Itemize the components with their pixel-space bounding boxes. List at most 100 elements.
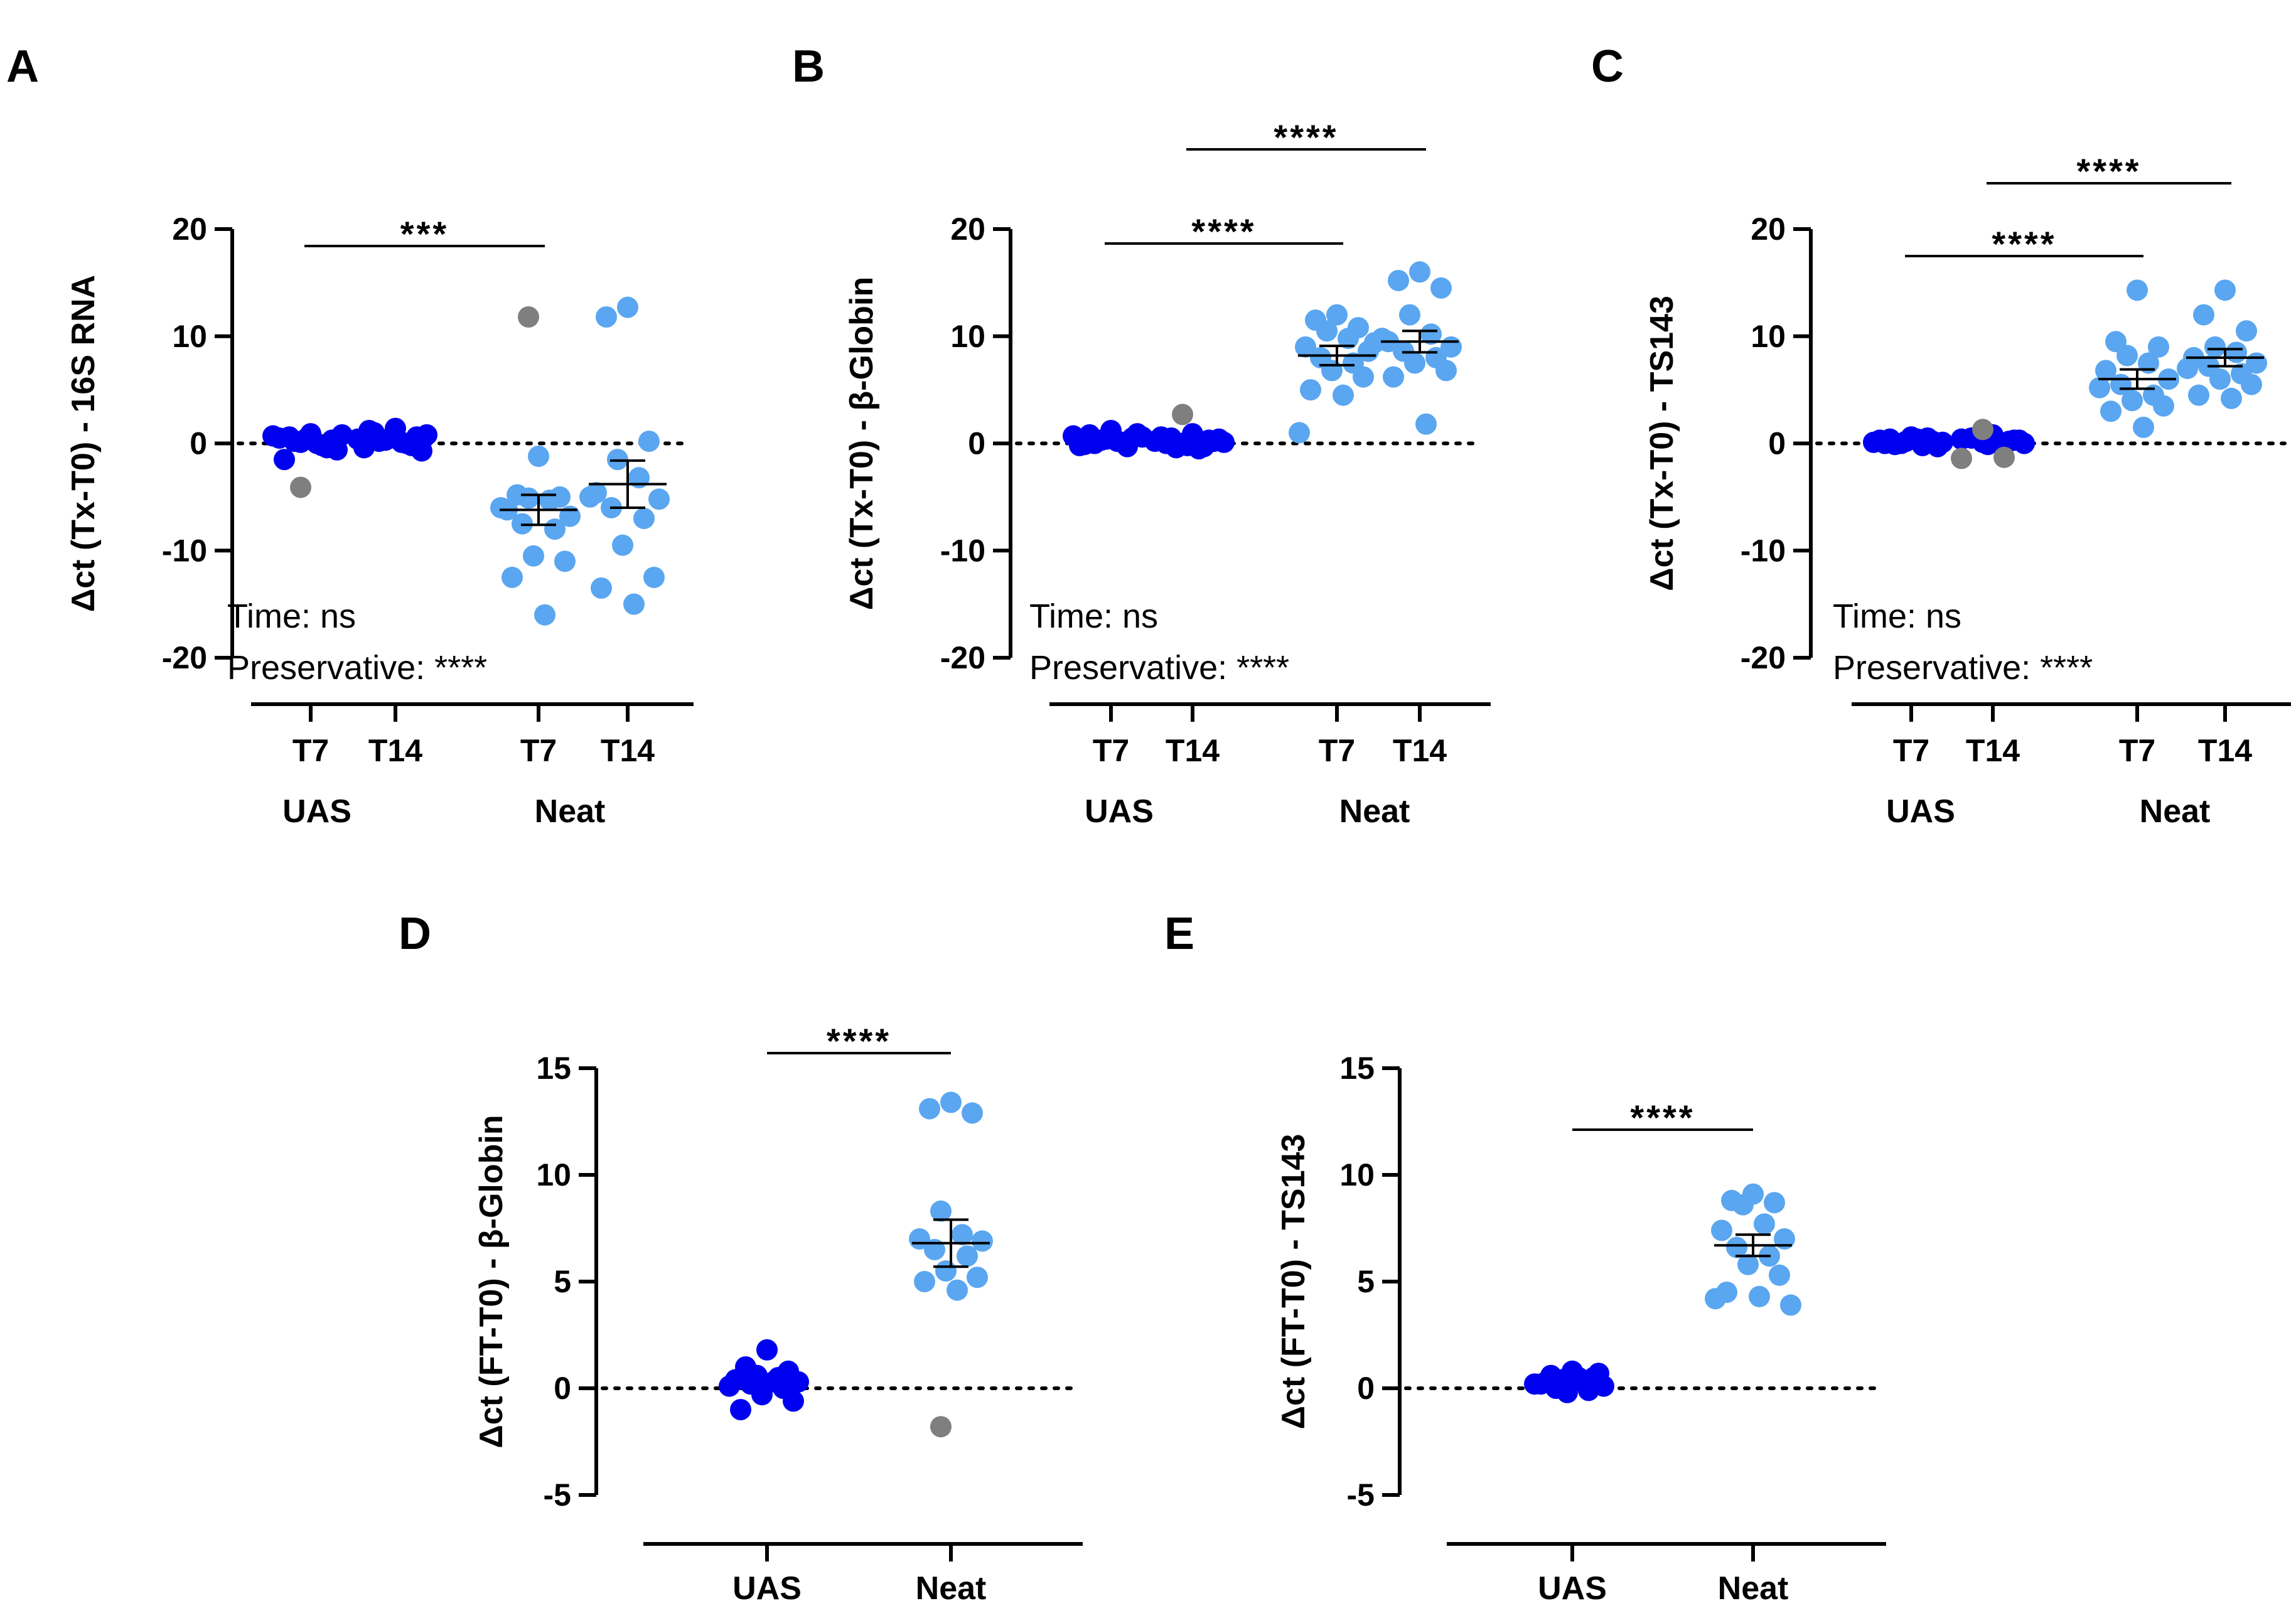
data-point [2193, 304, 2214, 326]
panel-b: B 20 10 0 -10 -20 Δct (Tx-T0) - β-Globin T7 T14 U… [792, 41, 1491, 830]
data-point [1557, 1381, 1578, 1403]
data-point [1399, 304, 1420, 326]
data-point [1705, 1288, 1726, 1310]
y-tick-label: 5 [1357, 1264, 1375, 1299]
data-point [2133, 416, 2154, 438]
y-axis-title: Δct (Tx-T0) - 16S RNA [65, 275, 102, 612]
y-tick-label: 20 [172, 212, 207, 247]
data-point [930, 1200, 952, 1222]
data-point [2177, 357, 2198, 379]
data-point [1063, 425, 1084, 447]
data-point [1321, 360, 1343, 382]
x-category-label: T14 [1966, 733, 2020, 768]
data-point [2209, 368, 2231, 390]
x-category-label: T7 [520, 733, 557, 768]
data-point [2188, 384, 2209, 406]
data-point [783, 1390, 804, 1412]
y-axis-title: Δct (FT-T0) - β-Globin [473, 1115, 510, 1448]
x-category-label: T14 [1393, 733, 1447, 768]
y-tick-label: 0 [554, 1371, 571, 1406]
y-tick-label: -5 [544, 1477, 571, 1513]
data-point [967, 1267, 988, 1288]
data-point [1127, 423, 1148, 445]
panel-letter: E [1164, 909, 1194, 959]
data-point [528, 445, 549, 467]
data-point [1383, 366, 1404, 388]
data-point [2089, 377, 2110, 399]
data-point [1295, 336, 1316, 358]
data-point [1333, 384, 1354, 406]
annotation-time: Time: ns [227, 597, 356, 635]
data-point [1769, 1264, 1790, 1286]
data-point [919, 1098, 940, 1120]
data-point [1524, 1373, 1545, 1395]
outlier-point [290, 476, 311, 498]
panel-letter: D [399, 909, 431, 959]
data-point [1588, 1363, 1609, 1385]
data-point [502, 566, 523, 588]
x-group-label: Neat [1339, 793, 1410, 830]
data-point [1353, 366, 1374, 388]
annotation-preservative: Preservative: **** [1029, 649, 1289, 687]
x-category-label: T7 [1093, 733, 1129, 768]
data-point [1316, 320, 1338, 342]
data-point [643, 566, 665, 588]
data-point [554, 550, 576, 572]
data-point [591, 577, 612, 599]
x-group-label: UAS [732, 1570, 802, 1607]
data-point [416, 424, 437, 446]
data-point [1404, 352, 1425, 374]
y-tick-label: 10 [536, 1157, 571, 1192]
data-point [940, 1091, 962, 1113]
data-point [2148, 336, 2169, 358]
data-point [763, 1371, 784, 1393]
significance-label: **** [1992, 224, 2056, 264]
data-point [579, 486, 601, 508]
data-point [2095, 360, 2116, 382]
data-point [957, 1245, 978, 1267]
series-neat-t7 [490, 306, 581, 626]
y-tick-label: 0 [1357, 1371, 1375, 1406]
y-tick-label: 0 [1768, 426, 1786, 461]
data-point [623, 593, 645, 615]
y-tick-label: 0 [968, 426, 985, 461]
x-group-label: Neat [2140, 793, 2211, 830]
data-point [1420, 323, 1442, 345]
series-uas-t7 [262, 423, 353, 498]
y-tick-label: 10 [950, 319, 985, 354]
series-neat-t7 [2089, 279, 2179, 438]
significance-label: **** [2076, 151, 2141, 191]
data-point [756, 1339, 778, 1361]
x-group-label: UAS [1886, 793, 1955, 830]
data-point [1754, 1213, 1775, 1235]
y-tick-label: -20 [1741, 640, 1786, 675]
y-tick-label: -5 [1347, 1477, 1375, 1513]
data-point [1907, 428, 1928, 450]
series-uas-t7 [1063, 420, 1153, 458]
x-category-label: T14 [2198, 733, 2252, 768]
y-tick-label: 15 [536, 1051, 571, 1086]
data-point [1371, 328, 1393, 350]
series-neat-t14 [2177, 279, 2267, 409]
data-point [490, 496, 512, 518]
annotation-preservative: Preservative: **** [1833, 649, 2093, 687]
y-tick-label: -20 [940, 640, 985, 675]
data-point [952, 1224, 973, 1246]
data-point [306, 432, 328, 454]
data-point [1435, 360, 1457, 382]
y-axis-title: Δct (Tx-T0) - β-Globin [844, 277, 880, 610]
series-neat [1705, 1183, 1801, 1316]
series-uas [719, 1339, 809, 1420]
data-point [719, 1375, 740, 1397]
y-tick-label: -20 [162, 640, 207, 675]
data-point [914, 1271, 935, 1292]
panel-e: E 15 10 5 0 -5 Δct (FT-T0) - TS143 UAS Neat **** [1164, 909, 1886, 1607]
y-tick-label: -10 [940, 533, 985, 568]
x-group-label: UAS [1538, 1570, 1607, 1607]
data-point [518, 487, 539, 509]
data-point [935, 1260, 957, 1282]
annotation-preservative: Preservative: **** [227, 649, 487, 687]
data-point [1568, 1367, 1589, 1388]
annotation-time: Time: ns [1029, 597, 1158, 635]
data-point [962, 1102, 983, 1124]
